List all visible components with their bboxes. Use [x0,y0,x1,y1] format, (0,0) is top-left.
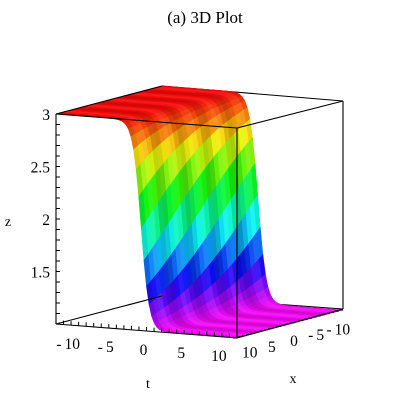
x-axis-label: x [290,372,297,387]
axis-ticks: - 10- 5 0 5 10 10 5 0- 5- 101.522.53 [31,107,351,365]
z-tick-label: 3 [42,107,50,124]
t-tick-label: 10 [211,348,227,365]
surface-plot [55,85,344,339]
t-tick-label: - 5 [98,339,114,356]
x-tick-label: - 10 [326,321,350,338]
t-tick-label: 0 [140,342,148,359]
z-tick-label: 2.5 [31,160,51,177]
t-tick-label: 5 [177,345,185,362]
z-tick-label: 2 [42,212,50,229]
x-tick-label: 0 [290,333,298,350]
z-tick-label: 1.5 [31,265,51,282]
x-tick-label: - 5 [308,327,324,344]
t-axis-label: t [146,377,150,392]
t-tick-label: - 10 [56,336,80,353]
x-tick-label: 5 [268,339,276,356]
chart-title: (a) 3D Plot [167,8,243,27]
z-axis-label: z [5,215,11,230]
x-tick-label: 10 [242,345,258,362]
